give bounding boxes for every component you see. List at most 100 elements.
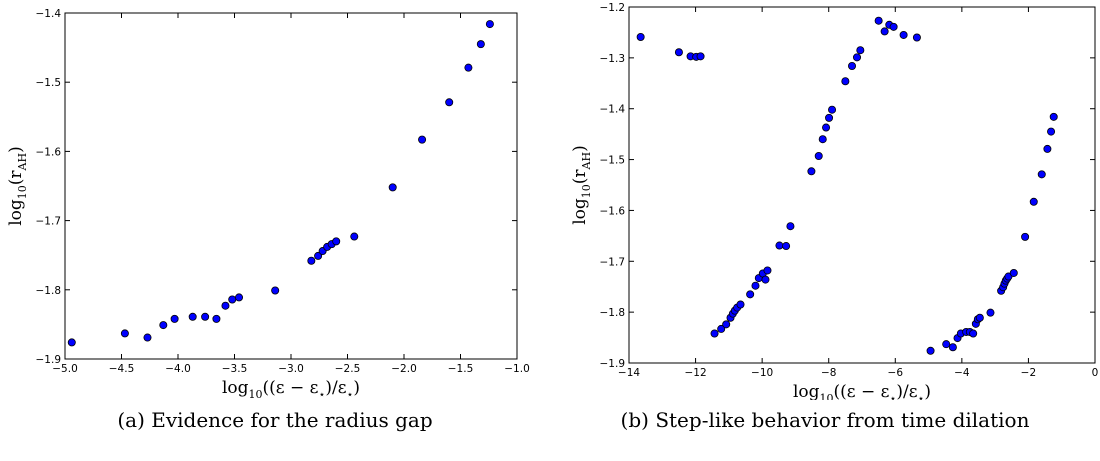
data-point bbox=[874, 16, 883, 25]
x-tick-label: −5.0 bbox=[52, 363, 78, 375]
data-point bbox=[636, 33, 645, 42]
y-tick-label: −1.8 bbox=[36, 285, 62, 297]
data-point bbox=[1009, 268, 1018, 277]
data-point bbox=[880, 27, 889, 36]
data-point bbox=[1037, 170, 1046, 179]
data-point bbox=[912, 33, 921, 42]
y-tick-label: −1.5 bbox=[600, 155, 626, 167]
data-point bbox=[942, 340, 951, 349]
data-point bbox=[786, 222, 795, 231]
data-point bbox=[445, 98, 454, 107]
data-point bbox=[418, 135, 427, 144]
data-point bbox=[814, 152, 823, 161]
y-axis-label: log10(rAH) bbox=[570, 145, 593, 225]
data-point bbox=[235, 293, 244, 302]
data-point bbox=[828, 105, 837, 114]
y-tick-label: −1.4 bbox=[36, 8, 62, 20]
plot-frame bbox=[64, 12, 518, 360]
data-point bbox=[899, 30, 908, 39]
data-point bbox=[485, 20, 494, 29]
y-tick-label: −1.9 bbox=[36, 354, 62, 366]
data-point bbox=[464, 63, 473, 72]
data-point bbox=[710, 329, 719, 338]
y-tick-label: −1.7 bbox=[600, 256, 626, 268]
caption-a: (a) Evidence for the radius gap bbox=[117, 408, 433, 432]
data-point bbox=[350, 232, 359, 241]
x-tick-label: −4 bbox=[954, 367, 970, 379]
x-tick-label: −2.5 bbox=[335, 363, 361, 375]
x-tick-label: −10 bbox=[751, 367, 773, 379]
data-point bbox=[120, 329, 129, 338]
x-tick-label: −4.0 bbox=[165, 363, 191, 375]
data-point bbox=[271, 286, 280, 295]
data-point bbox=[775, 241, 784, 250]
x-tick-label: −2.0 bbox=[391, 363, 417, 375]
data-point bbox=[388, 183, 397, 192]
data-point bbox=[761, 275, 770, 284]
data-point bbox=[841, 77, 850, 86]
y-tick-label: −1.8 bbox=[600, 307, 626, 319]
data-point bbox=[722, 320, 731, 329]
data-point bbox=[696, 52, 705, 61]
x-tick-label: −3.5 bbox=[222, 363, 248, 375]
data-point bbox=[889, 22, 898, 31]
data-point bbox=[825, 113, 834, 122]
data-point bbox=[948, 343, 957, 352]
data-point bbox=[926, 346, 935, 355]
chart-panel-b: −14 −12 −10 −8 −6 −4 −2 0 −1.9 −1.8 −1.7 −1.6 −1.5 −1… bbox=[550, 0, 1100, 461]
plot-frame bbox=[628, 6, 1096, 364]
data-point bbox=[143, 333, 152, 342]
x-axis-label: log10((ε − ε⋆)/ε⋆) bbox=[793, 382, 931, 400]
x-tick-label: −2 bbox=[1021, 367, 1036, 379]
data-point bbox=[975, 313, 984, 322]
data-point bbox=[170, 314, 179, 323]
data-point bbox=[1029, 197, 1038, 206]
data-point bbox=[818, 135, 827, 144]
data-point bbox=[969, 329, 978, 338]
x-tick-label: −8 bbox=[821, 367, 836, 379]
data-point bbox=[822, 123, 831, 132]
x-tick-label: −4.5 bbox=[109, 363, 135, 375]
data-point bbox=[853, 53, 862, 62]
data-point bbox=[782, 242, 791, 251]
data-point bbox=[67, 338, 76, 347]
y-tick-label: −1.5 bbox=[36, 77, 62, 89]
y-tick-label: −1.6 bbox=[36, 146, 62, 158]
data-point bbox=[746, 290, 755, 299]
y-tick-label: −1.3 bbox=[600, 53, 626, 65]
x-tick-label: 0 bbox=[1092, 367, 1099, 379]
data-point bbox=[332, 237, 341, 246]
scatter-plot-b: −14 −12 −10 −8 −6 −4 −2 0 −1.9 −1.8 −1.7 −1.6 −1.5 −1… bbox=[570, 2, 1099, 400]
data-point bbox=[307, 256, 316, 265]
data-point bbox=[736, 300, 745, 309]
data-point bbox=[221, 301, 230, 310]
data-point bbox=[1047, 127, 1056, 136]
data-point bbox=[212, 314, 221, 323]
data-point bbox=[1049, 112, 1058, 121]
data-point bbox=[1021, 232, 1030, 241]
data-point bbox=[674, 48, 683, 57]
scatter-plot-a: −5.0 −4.5 −4.0 −3.5 −3.0 −2.5 −2.0 −1.5 −1.0 −1.9… bbox=[6, 8, 530, 400]
data-point bbox=[717, 324, 726, 333]
data-point bbox=[1043, 144, 1052, 153]
data-point bbox=[751, 281, 760, 290]
x-tick-label: −3.0 bbox=[278, 363, 304, 375]
data-point bbox=[807, 167, 816, 176]
x-tick-label: −6 bbox=[888, 367, 904, 379]
x-tick-label: −12 bbox=[684, 367, 706, 379]
data-point bbox=[986, 308, 995, 317]
x-tick-label: −1.5 bbox=[448, 363, 474, 375]
y-tick-label: −1.7 bbox=[36, 216, 62, 228]
y-tick-label: −1.2 bbox=[600, 2, 626, 14]
data-point bbox=[201, 312, 210, 321]
y-axis-label: log10(rAH) bbox=[6, 146, 29, 226]
data-point bbox=[856, 46, 865, 55]
chart-panel-a: −5.0 −4.5 −4.0 −3.5 −3.0 −2.5 −2.0 −1.5 −1.0 −1.9… bbox=[6, 8, 530, 432]
y-tick-label: −1.4 bbox=[600, 104, 626, 116]
x-tick-label: −14 bbox=[618, 367, 640, 379]
data-point bbox=[314, 251, 323, 260]
y-tick-label: −1.6 bbox=[600, 205, 626, 217]
data-point bbox=[476, 40, 485, 49]
data-point bbox=[763, 266, 772, 275]
x-axis-label: log10((ε − ε⋆)/ε⋆) bbox=[222, 378, 360, 400]
